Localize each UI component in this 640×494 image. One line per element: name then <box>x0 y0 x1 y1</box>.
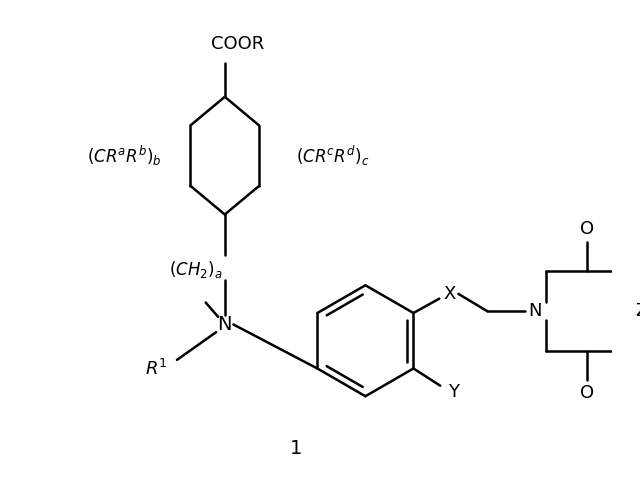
Text: N: N <box>528 302 541 320</box>
Text: O: O <box>580 384 594 402</box>
Text: $(CR^cR^d)_c$: $(CR^cR^d)_c$ <box>296 144 369 168</box>
Text: COOR: COOR <box>211 35 264 53</box>
Text: $(CR^aR^b)_b$: $(CR^aR^b)_b$ <box>87 144 162 168</box>
Text: N: N <box>218 315 232 334</box>
Text: $(CH_2)_a$: $(CH_2)_a$ <box>170 258 223 280</box>
Text: Y: Y <box>448 383 459 402</box>
Text: $R^1$: $R^1$ <box>145 360 167 379</box>
Text: Z: Z <box>635 302 640 320</box>
Text: O: O <box>580 220 594 238</box>
Text: X: X <box>444 285 456 303</box>
Text: 1: 1 <box>291 439 303 458</box>
